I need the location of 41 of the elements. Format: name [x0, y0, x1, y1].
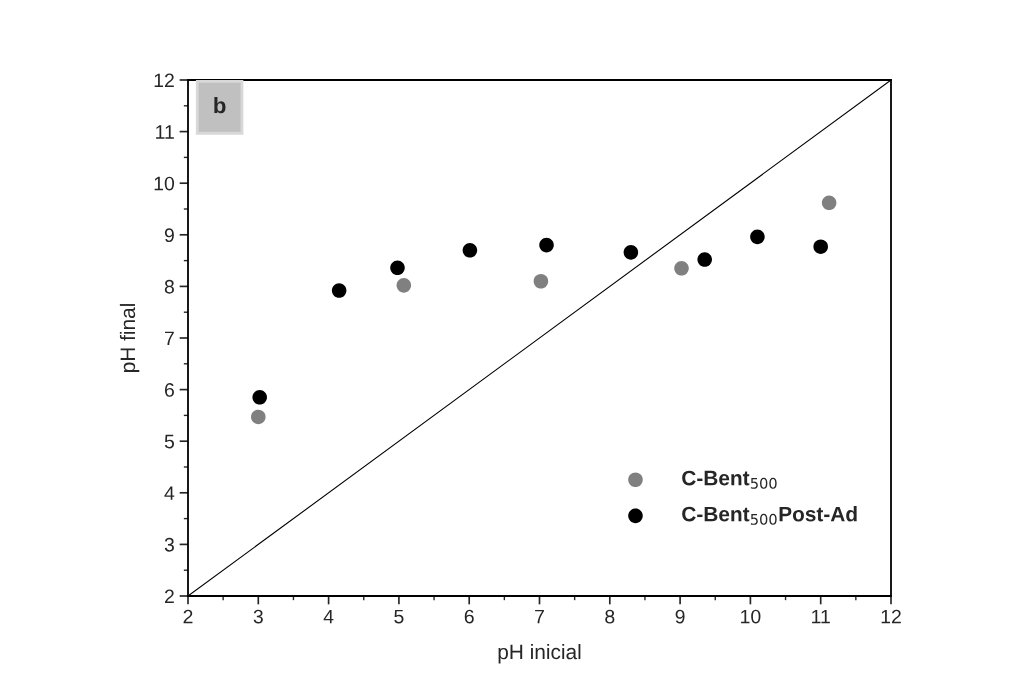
x-tick-label: 7 [535, 609, 544, 624]
y-tick-label: 4 [164, 486, 175, 500]
point [331, 283, 347, 298]
x-axis-title: pH inicial [498, 643, 581, 664]
y-tick-label: 12 [154, 73, 174, 88]
y-tick-label: 6 [164, 383, 174, 397]
annotation: b [214, 96, 226, 114]
x-tick-label: 8 [605, 609, 615, 624]
point [750, 229, 765, 245]
point [539, 237, 554, 253]
point [533, 273, 549, 289]
legend-label: C-Bent$_{500}$Post-Ad [682, 506, 857, 525]
x-tick-label: 4 [323, 609, 334, 624]
x-tick-label: 2 [183, 609, 193, 624]
point [674, 261, 689, 276]
point [821, 195, 837, 211]
point [396, 278, 412, 293]
y-tick-label: 9 [164, 228, 174, 243]
x-tick-label: 6 [464, 609, 474, 624]
y-tick-label: 8 [164, 279, 174, 294]
x-tick-label: 3 [253, 609, 263, 624]
point [813, 239, 828, 254]
y-tick-label: 3 [164, 537, 174, 552]
point [390, 260, 405, 276]
y-tick-label: 2 [164, 589, 174, 604]
point [251, 409, 266, 425]
x-tick-label: 11 [812, 609, 830, 624]
point [697, 252, 712, 267]
point [462, 243, 478, 258]
y-tick-label: 11 [156, 125, 174, 139]
legend-label: C-Bent$_{500}$ [682, 470, 777, 489]
x-tick-label: 9 [675, 609, 685, 624]
x-tick-label: 5 [394, 609, 404, 624]
y-tick-label: 10 [154, 176, 175, 191]
x-tick-label: 10 [741, 609, 761, 624]
point [252, 390, 267, 405]
point [623, 245, 639, 260]
y-tick-label: 5 [164, 434, 174, 449]
y-tick-label: 7 [164, 331, 174, 346]
y-axis-title: pH final [119, 304, 140, 372]
x-tick-label: 12 [881, 609, 901, 624]
